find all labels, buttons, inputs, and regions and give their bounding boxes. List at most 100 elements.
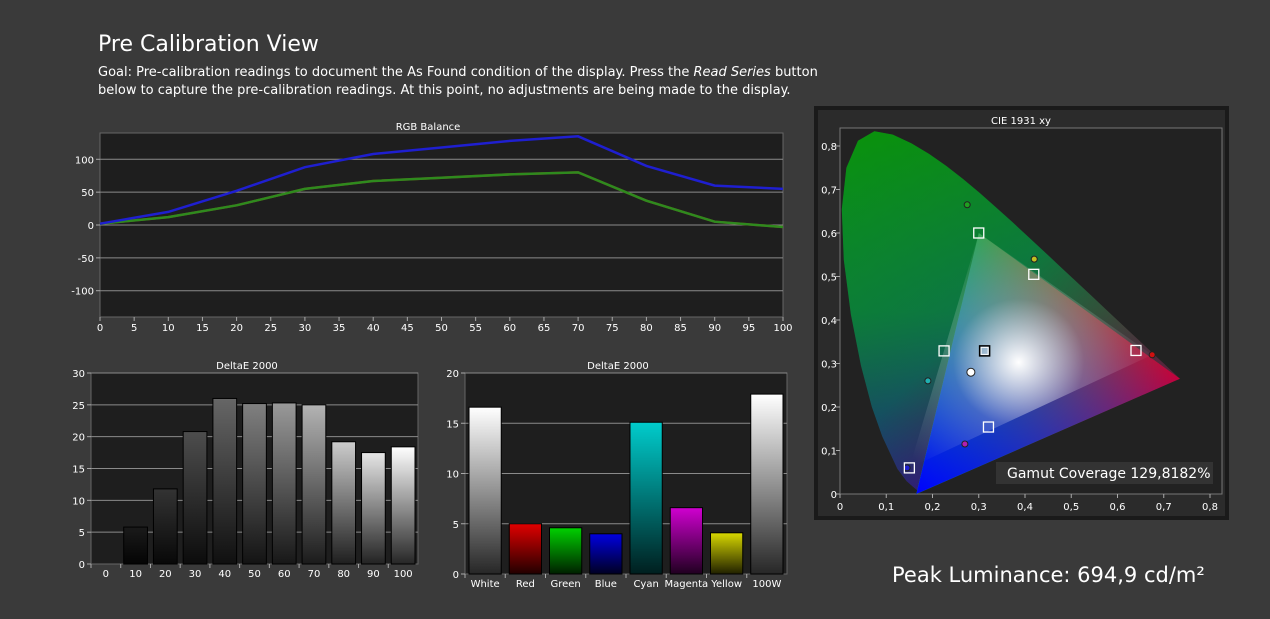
cie-chart: CIE 1931 xy 0 0,1 0,2 0,3 0,4 0,5 0,6 0,7 0,8 0,… xyxy=(814,106,1229,520)
cie-target-point xyxy=(1130,344,1142,357)
gs-bar-shade xyxy=(391,446,415,564)
cie-y-tick-label: 0,5 xyxy=(821,273,837,284)
rgb-balance-x-tick-label: 5 xyxy=(131,323,137,334)
rgb-balance-y-tick-label: 100 xyxy=(75,155,94,166)
rgb-balance-x-tick-label: 90 xyxy=(708,323,721,334)
cie-x-tick-label: 0,2 xyxy=(925,502,941,513)
rgb-balance-chart: RGB Balance 0 5 10 15 20 25 30 35 40 45 50 55 60 65 70… xyxy=(71,122,792,334)
cie-y-tick-label: 0,8 xyxy=(821,142,837,153)
rgb-balance-x-tick-label: 85 xyxy=(674,323,687,334)
color-deltae-chart: DeltaE 2000 White Red Green Blue Cyan Magenta… xyxy=(446,361,788,590)
gs-y-tick-label: 10 xyxy=(72,496,85,507)
cl-y-tick-label: 5 xyxy=(453,520,459,531)
cie-target-point xyxy=(982,421,995,433)
cl-y-tick-label: 20 xyxy=(446,369,459,380)
rgb-balance-x-tick-label: 95 xyxy=(742,323,755,334)
rgb-balance-series-line xyxy=(99,135,784,225)
cie-x-tick-label: 0,5 xyxy=(1063,502,1079,513)
gs-bar-shade xyxy=(331,441,356,564)
cie-x-tick-label: 0 xyxy=(837,502,843,513)
cie-x-tick-label: 0,4 xyxy=(1017,502,1033,513)
page-title: Pre Calibration View xyxy=(98,32,319,57)
cie-measured-point xyxy=(924,377,932,385)
cie-measured-point xyxy=(1148,351,1156,359)
color-deltae-y-ticks: 20 15 10 5 0 xyxy=(446,369,465,581)
grayscale-deltae-title: DeltaE 2000 xyxy=(216,361,278,372)
rgb-balance-x-tick-label: 65 xyxy=(538,323,551,334)
rgb-balance-x-tick-label: 0 xyxy=(97,323,103,334)
rgb-balance-x-ticks: 0 5 10 15 20 25 30 35 40 45 50 55 60 65 70 75 80 85 90 95 10… xyxy=(97,317,793,334)
gs-x-tick-label: 50 xyxy=(248,569,261,580)
gs-y-tick-label: 30 xyxy=(72,369,85,380)
grayscale-deltae-y-ticks: 30 25 20 15 10 5 0 xyxy=(72,369,91,571)
rgb-balance-x-tick-label: 10 xyxy=(162,323,175,334)
gs-bar-shade xyxy=(153,488,178,564)
cie-x-tick-label: 0,3 xyxy=(971,502,987,513)
cl-bar-shade xyxy=(710,532,743,574)
cie-measured-point xyxy=(961,440,969,448)
cie-x-ticks: 0 0,1 0,2 0,3 0,4 0,5 0,6 0,7 0,8 xyxy=(837,494,1218,513)
cie-x-tick-label: 0,8 xyxy=(1202,502,1218,513)
rgb-balance-x-tick-label: 35 xyxy=(333,323,346,334)
cie-y-tick-label: 0 xyxy=(831,490,837,501)
gs-x-tick-label: 60 xyxy=(278,569,291,580)
gs-x-tick-label: 100 xyxy=(394,569,413,580)
rgb-balance-title: RGB Balance xyxy=(396,122,461,133)
rgb-balance-y-tick-label: -100 xyxy=(71,287,94,298)
goal-text-start: Goal: Pre-calibration readings to docume… xyxy=(98,65,694,80)
cl-y-tick-label: 0 xyxy=(453,570,459,581)
color-deltae-bars xyxy=(468,393,784,575)
rgb-balance-x-tick-label: 55 xyxy=(469,323,482,334)
cie-y-tick-label: 0,6 xyxy=(821,229,837,240)
grayscale-deltae-x-ticks: 0 10 20 30 40 50 60 70 80 90 100 xyxy=(90,564,413,580)
rgb-balance-y-tick-label: -50 xyxy=(78,254,94,265)
cl-y-tick-label: 15 xyxy=(446,419,459,430)
cl-bar-shade xyxy=(630,422,663,574)
grayscale-deltae-bars xyxy=(123,397,416,565)
rgb-balance-y-ticks: 100 50 0 -50 -100 xyxy=(71,155,100,298)
rgb-balance-y-tick-label: 0 xyxy=(88,221,94,232)
goal-text-read-series: Read Series xyxy=(693,65,771,80)
cl-y-tick-label: 10 xyxy=(446,470,459,481)
cl-x-tick-label: Cyan xyxy=(633,579,658,590)
cie-y-tick-label: 0,1 xyxy=(821,447,837,458)
cie-x-tick-label: 0,7 xyxy=(1156,502,1172,513)
cie-x-tick-label: 0,6 xyxy=(1110,502,1126,513)
rgb-balance-x-tick-label: 60 xyxy=(503,323,516,334)
rgb-balance-x-tick-label: 70 xyxy=(572,323,585,334)
rgb-balance-y-tick-label: 50 xyxy=(81,188,94,199)
cl-bar-shade xyxy=(469,407,502,574)
rgb-balance-x-tick-label: 100 xyxy=(773,323,792,334)
cl-x-tick-label: Green xyxy=(550,579,580,590)
cl-x-tick-label: Red xyxy=(516,579,535,590)
rgb-balance-x-tick-label: 15 xyxy=(196,323,209,334)
cl-bar-shade xyxy=(589,533,622,574)
cie-measured-points xyxy=(903,201,1156,472)
gs-x-tick-label: 70 xyxy=(308,569,321,580)
gamut-coverage-box xyxy=(996,462,1213,484)
rgb-balance-series-line xyxy=(99,171,784,229)
cie-measured-point xyxy=(963,201,971,209)
cie-measured-point xyxy=(966,367,976,377)
gs-bar-shade xyxy=(183,431,207,564)
cl-bar-shade xyxy=(670,507,703,574)
cie-y-tick-label: 0,7 xyxy=(821,186,837,197)
goal-text: Goal: Pre-calibration readings to docume… xyxy=(98,64,858,100)
cie-measured-point xyxy=(1030,255,1038,263)
cie-target-point xyxy=(903,462,916,474)
cl-bar-shade xyxy=(750,394,783,574)
cie-white-target-inner xyxy=(980,346,989,355)
gs-x-tick-label: 80 xyxy=(337,569,350,580)
cl-x-tick-label: Blue xyxy=(595,579,617,590)
cl-bar-shade xyxy=(509,523,542,574)
gs-bar-shade xyxy=(123,527,148,564)
gs-x-tick-label: 30 xyxy=(189,569,202,580)
gs-x-tick-label: 90 xyxy=(367,569,380,580)
gs-bar-shade xyxy=(302,404,326,564)
gs-x-tick-label: 10 xyxy=(129,569,142,580)
grayscale-deltae-chart: DeltaE 2000 0 10 20 30 40 50 60 70 80 90 100 30252… xyxy=(72,361,419,580)
rgb-balance-x-tick-label: 40 xyxy=(367,323,380,334)
cl-x-tick-label: White xyxy=(471,579,500,590)
gs-y-tick-label: 5 xyxy=(79,528,85,539)
